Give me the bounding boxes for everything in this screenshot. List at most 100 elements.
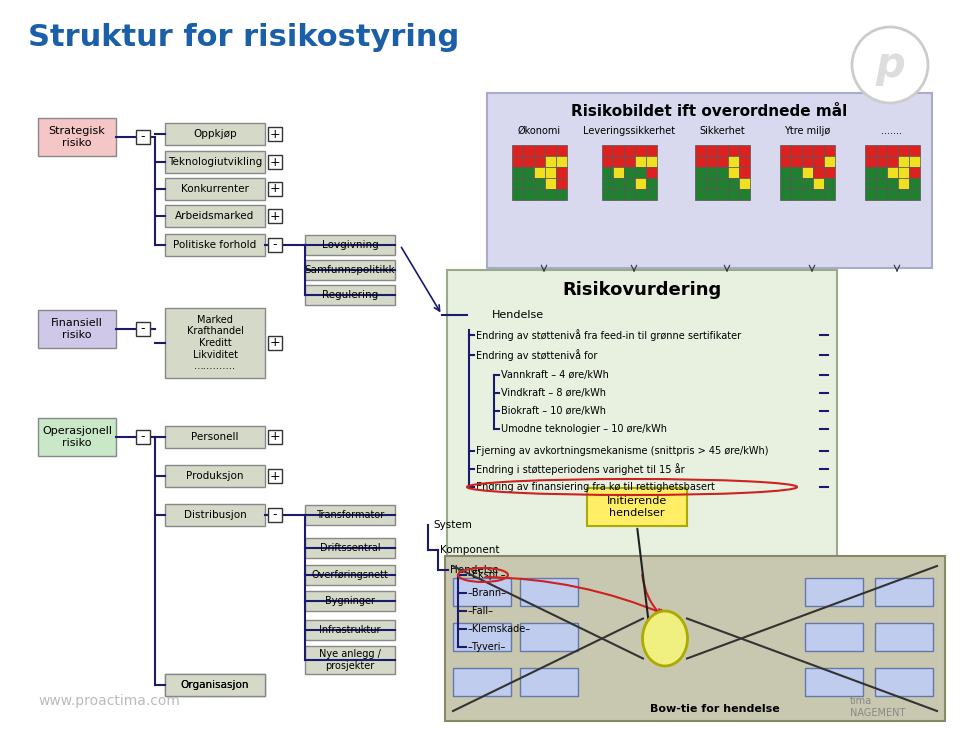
Bar (268, 238, 282, 252)
Bar (802, 156, 812, 167)
Bar (544, 145, 556, 156)
Bar (886, 167, 898, 178)
Bar (544, 156, 556, 167)
Bar (706, 145, 716, 156)
Text: Vindkraft – 8 øre/kWh: Vindkraft – 8 øre/kWh (501, 388, 606, 398)
Bar (875, 578, 933, 606)
Circle shape (852, 27, 928, 103)
Text: Lovgivning: Lovgivning (322, 240, 378, 250)
Bar (780, 189, 790, 200)
Bar (522, 145, 534, 156)
Text: Operasjonell
risiko: Operasjonell risiko (42, 426, 112, 448)
Text: Hendelse: Hendelse (492, 310, 544, 320)
Bar (165, 151, 265, 173)
Bar (165, 674, 265, 696)
Bar (556, 156, 566, 167)
Bar (635, 145, 645, 156)
Text: +: + (270, 430, 280, 443)
Bar (805, 668, 863, 696)
Bar (706, 189, 716, 200)
Bar (738, 156, 750, 167)
Bar (635, 156, 645, 167)
Text: Regulering: Regulering (322, 290, 378, 300)
Bar (812, 145, 824, 156)
Bar (886, 178, 898, 189)
Bar (534, 178, 544, 189)
Bar (706, 156, 716, 167)
Bar (728, 178, 738, 189)
Bar (305, 505, 395, 525)
Text: Nye anlegg /
prosjekter: Nye anlegg / prosjekter (319, 649, 381, 671)
Bar (165, 205, 265, 227)
Bar (738, 167, 750, 178)
Bar (805, 623, 863, 651)
Bar (780, 178, 790, 189)
Text: +: + (270, 128, 280, 141)
Bar (534, 145, 544, 156)
Text: Samfunnspolitikk: Samfunnspolitikk (304, 265, 396, 275)
Bar (522, 178, 534, 189)
Bar (38, 118, 116, 156)
Text: Finansiell
risiko: Finansiell risiko (51, 318, 103, 340)
Bar (268, 430, 282, 444)
Bar (908, 189, 920, 200)
Bar (802, 167, 812, 178)
Bar (898, 178, 908, 189)
Bar (876, 178, 886, 189)
Text: Politiske forhold: Politiske forhold (174, 240, 256, 250)
Bar (790, 156, 802, 167)
Bar (556, 189, 566, 200)
Text: Arbeidsmarked: Arbeidsmarked (176, 211, 254, 221)
Bar (544, 167, 556, 178)
Text: Strategisk
risiko: Strategisk risiko (49, 126, 106, 148)
Bar (522, 156, 534, 167)
Bar (165, 123, 265, 145)
Bar (790, 167, 802, 178)
Bar (876, 189, 886, 200)
Bar (165, 426, 265, 448)
Bar (728, 167, 738, 178)
Bar (635, 178, 645, 189)
Text: Distribusjon: Distribusjon (183, 510, 247, 520)
Bar (908, 178, 920, 189)
Bar (865, 178, 876, 189)
Bar (544, 189, 556, 200)
Bar (612, 156, 623, 167)
Bar (728, 145, 738, 156)
Bar (522, 189, 534, 200)
Bar (512, 145, 522, 156)
Bar (602, 189, 612, 200)
Bar (865, 189, 876, 200)
Text: Marked
Krafthandel
Kreditt
Likviditet
………….: Marked Krafthandel Kreditt Likviditet ……… (186, 314, 244, 371)
Bar (612, 189, 623, 200)
Text: Vannkraft – 4 øre/kWh: Vannkraft – 4 øre/kWh (501, 370, 609, 380)
Text: –Brann–: –Brann– (468, 588, 507, 598)
Bar (802, 145, 812, 156)
Text: Komponent: Komponent (440, 545, 499, 555)
Bar (738, 189, 750, 200)
Bar (706, 178, 716, 189)
Bar (612, 145, 623, 156)
Bar (623, 189, 635, 200)
Bar (512, 156, 522, 167)
Text: +: + (270, 336, 280, 350)
Text: Endring i støtteperiodens varighet til 15 år: Endring i støtteperiodens varighet til 1… (476, 463, 684, 475)
Bar (612, 167, 623, 178)
Bar (445, 556, 945, 721)
Text: Umodne teknologier – 10 øre/kWh: Umodne teknologier – 10 øre/kWh (501, 424, 667, 434)
Text: Risikobildet ift overordnede mål: Risikobildet ift overordnede mål (571, 103, 848, 119)
Bar (556, 167, 566, 178)
Bar (520, 668, 578, 696)
Text: –Tyveri–: –Tyveri– (468, 642, 506, 652)
Bar (706, 167, 716, 178)
Bar (305, 538, 395, 558)
Bar (305, 260, 395, 280)
Bar (876, 156, 886, 167)
Bar (534, 156, 544, 167)
Text: Produksjon: Produksjon (186, 471, 244, 481)
Bar (886, 189, 898, 200)
Bar (165, 178, 265, 200)
Bar (694, 145, 706, 156)
Bar (824, 156, 834, 167)
Bar (602, 145, 612, 156)
